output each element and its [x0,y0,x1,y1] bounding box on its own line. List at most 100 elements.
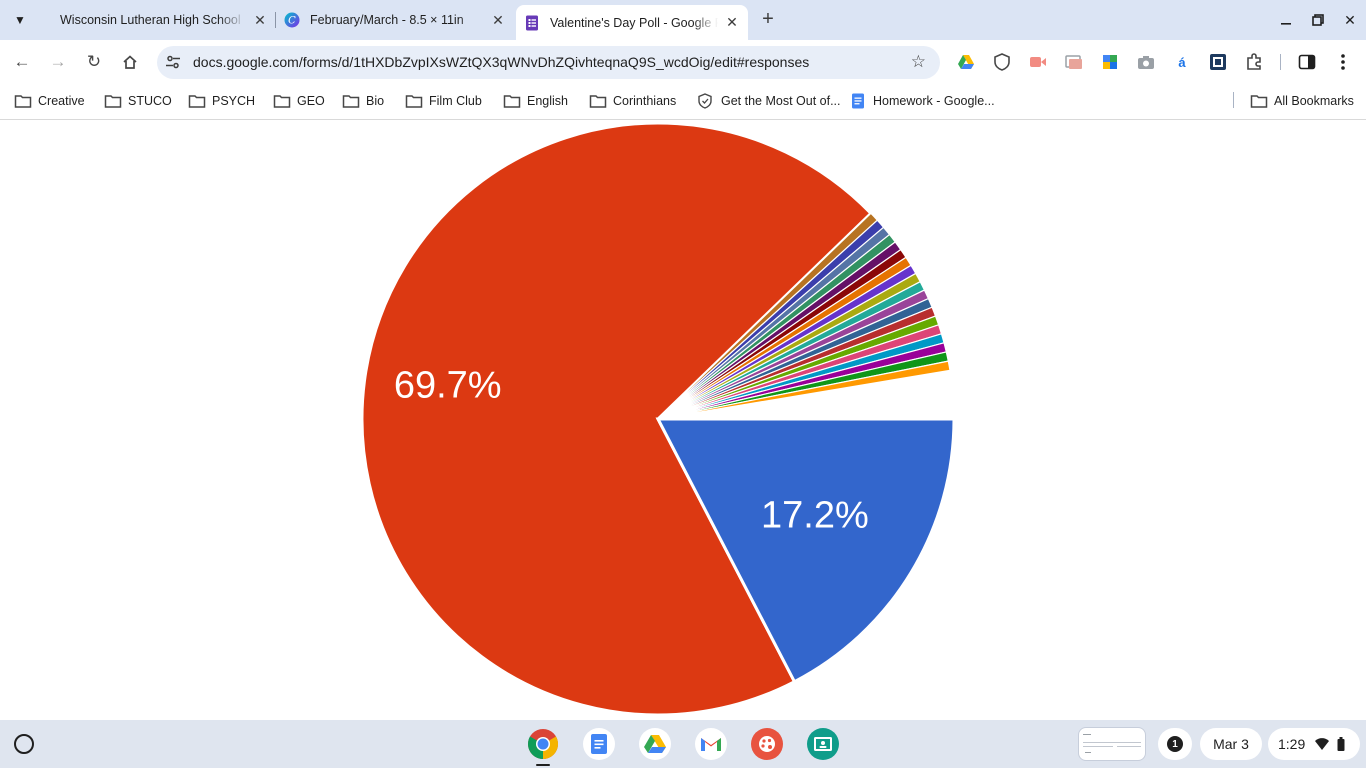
bookmark-folder-geo[interactable]: GEO [273,92,325,110]
kebab-menu-icon[interactable] [1334,53,1352,71]
url-text[interactable]: docs.google.com/forms/d/1tHXDbZvpIXsWZtQ… [193,54,810,70]
forward-button[interactable]: → [46,50,70,74]
bookmark-label: Creative [38,94,85,108]
bookmark-label: GEO [297,94,325,108]
plus-icon: + [762,7,774,30]
canvas-icon[interactable] [751,728,783,760]
pie-slice-0[interactable] [360,121,874,717]
bookmark-label: Homework - Google... [873,94,995,108]
reader-extension-icon[interactable] [1209,53,1227,71]
notification-button[interactable]: 1 [1158,728,1192,760]
home-icon [123,55,137,69]
arrow-right-icon: → [49,52,67,71]
folder-icon [503,95,521,108]
tab-title: Wisconsin Lutheran High School [60,13,241,27]
all-bookmarks-label: All Bookmarks [1274,94,1354,108]
close-window-button[interactable]: ✕ [1338,8,1362,32]
tab-wisconsin-lutheran[interactable]: Wisconsin Lutheran High School ✕ [60,6,268,34]
bookmark-folder-english[interactable]: English [503,92,568,110]
pie-slice-20[interactable] [657,360,951,420]
bookmarks-bar: Creative STUCO PSYCH GEO Bio Film Club E… [0,84,1366,120]
drive-extension-icon[interactable] [957,53,975,71]
bookmark-folder-creative[interactable]: Creative [14,92,85,110]
tab-valentines-poll[interactable]: Valentine's Day Poll - Google Forms ✕ [516,5,748,40]
bookmark-folder-corinthians[interactable]: Corinthians [589,92,676,110]
minimize-button[interactable] [1274,8,1298,32]
arrow-left-icon: ← [13,52,31,71]
bookmark-label: Get the Most Out of... [721,94,841,108]
svg-text:C: C [288,16,296,27]
tab-strip: ▼ Wisconsin Lutheran High School ✕ C Feb… [0,0,1366,40]
pie-slice-label: 17.2% [761,494,869,536]
pie-chart: 69.7% 17.2% [360,121,956,717]
folder-icon [405,95,423,108]
site-info-icon[interactable] [165,54,181,70]
reload-button[interactable]: ↻ [82,50,106,74]
folder-icon [188,95,206,108]
pie-slice-label: 69.7% [394,365,502,407]
camera-extension-icon[interactable] [1137,53,1155,71]
bookmark-label: Corinthians [613,94,677,108]
close-icon[interactable]: ✕ [726,14,738,30]
launcher-button[interactable] [14,734,34,754]
gallery-extension-icon[interactable] [1065,53,1083,71]
address-bar[interactable]: docs.google.com/forms/d/1tHXDbZvpIXsWZtQ… [157,46,940,79]
close-icon[interactable]: ✕ [254,11,266,28]
tab-title: Valentine's Day Poll - Google Forms [550,15,718,30]
folder-icon [14,95,32,108]
close-icon[interactable]: ✕ [492,11,504,28]
pie-slice-1[interactable] [655,417,956,684]
canva-favicon-icon: C [284,12,300,28]
tab-separator [275,12,276,28]
home-button[interactable] [118,50,142,74]
date-text: Mar 3 [1213,736,1249,752]
bookmark-homework-google[interactable]: Homework - Google... [849,92,995,110]
clock-text: 1:29 [1278,736,1306,752]
tab-february-march[interactable]: C February/March - 8.5 × 11in ✕ [284,6,506,34]
toolbar-separator [1280,54,1281,70]
shield-favicon-icon [698,93,712,109]
browser-toolbar: ← → ↻ docs.google.com/forms/d/1tHXDbZvpI… [0,40,1366,84]
bookmark-folder-psych[interactable]: PSYCH [188,92,255,110]
all-bookmarks-button[interactable]: All Bookmarks [1250,92,1354,110]
system-shelf: 1 Mar 3 1:29 [0,720,1366,768]
tab-title: February/March - 8.5 × 11in [310,13,464,27]
battery-icon [1337,737,1345,751]
shield-extension-icon[interactable] [993,53,1011,71]
status-area[interactable]: 1:29 [1268,728,1360,760]
classroom-icon[interactable] [807,728,839,760]
side-panel-icon[interactable] [1298,53,1316,71]
bookmark-star-icon[interactable]: ☆ [910,52,926,71]
close-icon: ✕ [1344,11,1356,28]
tab-search-button[interactable]: ▼ [6,8,34,32]
bookmark-label: PSYCH [212,94,256,108]
date-button[interactable]: Mar 3 [1200,728,1262,760]
accent-a-extension-icon[interactable]: á [1178,54,1186,70]
restore-button[interactable] [1306,8,1330,32]
gmail-icon[interactable] [695,728,727,760]
bookmark-label: STUCO [128,94,172,108]
responses-content: 69.7% 17.2% [0,121,1366,720]
minimize-icon [1281,23,1291,25]
wifi-icon [1315,738,1330,750]
bookmark-folder-film-club[interactable]: Film Club [405,92,482,110]
folder-icon [589,95,607,108]
bookmarks-separator [1233,92,1234,108]
folder-icon [104,95,122,108]
cube-extension-icon[interactable] [1101,53,1119,71]
bookmark-folder-bio[interactable]: Bio [342,92,384,110]
chevron-down-icon: ▼ [14,13,26,27]
active-app-indicator [536,764,550,766]
drive-icon[interactable] [639,728,671,760]
bookmark-label: Film Club [429,94,482,108]
back-button[interactable]: ← [10,50,34,74]
chrome-icon[interactable] [527,728,559,760]
new-tab-button[interactable]: + [758,7,778,30]
bookmark-folder-stuco[interactable]: STUCO [104,92,172,110]
docs-icon[interactable] [583,728,615,760]
folder-icon [1250,95,1268,108]
holding-space-preview[interactable] [1078,727,1146,761]
extensions-puzzle-icon[interactable] [1245,53,1263,71]
bookmark-get-the-most[interactable]: Get the Most Out of... [697,92,841,110]
screencast-extension-icon[interactable] [1029,53,1047,71]
